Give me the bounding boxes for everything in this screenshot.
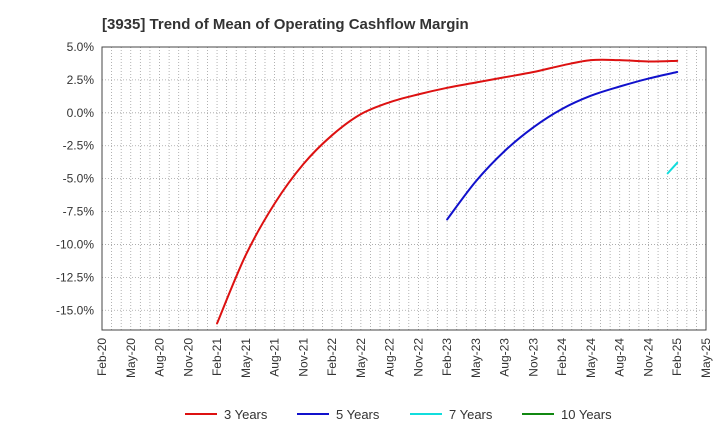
x-tick-label: May-22: [354, 338, 368, 378]
x-tick-label: Nov-20: [181, 338, 195, 377]
plot-frame: [101, 46, 707, 331]
x-tick-label: May-25: [699, 338, 713, 378]
data-point-3-years: [647, 60, 650, 63]
x-tick-label: Nov-24: [641, 338, 655, 377]
x-tick-label: Aug-22: [383, 338, 397, 377]
data-point-3-years: [590, 59, 592, 61]
y-tick-label: 5.0%: [67, 40, 95, 54]
x-tick-label: Aug-23: [498, 338, 512, 377]
series-line-7-years: [666, 161, 679, 175]
data-point-3-years: [360, 113, 362, 115]
legend-label-5-years: 5 Years: [336, 407, 380, 422]
x-tick-label: May-20: [124, 338, 138, 378]
data-point-3-years: [417, 93, 419, 95]
y-tick-label: -5.0%: [63, 172, 95, 186]
data-point-3-years: [504, 76, 506, 78]
x-tick-label: Aug-21: [268, 338, 282, 377]
data-point-3-years: [302, 163, 304, 165]
x-tick-label: Aug-20: [153, 338, 167, 377]
data-point-3-years: [676, 60, 678, 62]
legend-label-3-years: 3 Years: [224, 407, 268, 422]
chart-title: [3935] Trend of Mean of Operating Cashfl…: [102, 16, 469, 33]
data-point-5-years: [561, 108, 563, 110]
data-point-3-years: [446, 87, 448, 89]
y-tick-label: -7.5%: [63, 205, 95, 219]
data-point-3-years: [216, 322, 218, 325]
x-tick-label: May-21: [239, 338, 253, 378]
data-point-3-years: [331, 134, 333, 136]
x-tick-label: Feb-25: [670, 338, 684, 376]
data-point-3-years: [619, 59, 621, 61]
x-tick-label: Feb-24: [555, 338, 569, 376]
x-tick-label: May-23: [469, 338, 483, 378]
y-tick-label: -2.5%: [63, 139, 95, 153]
data-point-5-years: [532, 126, 535, 128]
data-point-5-years: [446, 218, 448, 221]
data-point-5-years: [619, 85, 621, 88]
x-tick-label: Feb-21: [210, 338, 224, 376]
data-point-3-years: [273, 203, 276, 205]
data-point-3-years: [475, 81, 477, 84]
x-tick-label: Feb-23: [440, 338, 454, 376]
data-point-5-years: [590, 95, 592, 97]
data-point-3-years: [389, 101, 391, 103]
plot-area: [102, 47, 706, 330]
data-point-5-years: [676, 71, 678, 73]
y-tick-label: 0.0%: [67, 106, 95, 120]
y-tick-label: -15.0%: [56, 303, 94, 317]
legend-label-10-years: 10 Years: [561, 407, 612, 422]
y-tick-label: -12.5%: [56, 270, 94, 284]
x-tick-label: Aug-24: [613, 338, 627, 377]
data-point-5-years: [475, 180, 477, 182]
x-tick-label: Feb-22: [325, 338, 339, 376]
x-tick-label: Nov-21: [296, 338, 310, 377]
data-point-5-years: [647, 77, 650, 80]
y-tick-label: 2.5%: [67, 73, 95, 87]
data-point-3-years: [532, 71, 535, 73]
data-point-7-years: [676, 162, 678, 164]
legend-label-7-years: 7 Years: [449, 407, 493, 422]
x-tick-label: May-24: [584, 338, 598, 378]
y-tick-label: -10.0%: [56, 237, 94, 251]
data-point-3-years: [245, 254, 247, 256]
data-point-3-years: [561, 64, 563, 67]
data-point-5-years: [504, 150, 506, 152]
x-tick-label: Feb-20: [95, 338, 109, 376]
x-tick-label: Nov-23: [526, 338, 540, 377]
x-tick-label: Nov-22: [411, 338, 425, 377]
data-point-7-years: [667, 172, 669, 174]
